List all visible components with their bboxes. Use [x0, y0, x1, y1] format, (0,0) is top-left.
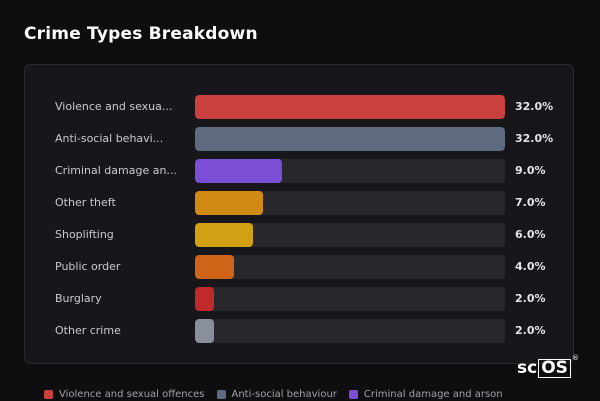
value-label: 2.0% [515, 324, 546, 337]
legend-item[interactable]: Criminal damage and arson [348, 388, 503, 400]
bar-track [195, 223, 505, 247]
bar-track [195, 191, 505, 215]
bar-row[interactable]: Shoplifting 6.0% [25, 223, 575, 247]
value-label: 2.0% [515, 292, 546, 305]
value-label: 6.0% [515, 228, 546, 241]
legend-item[interactable]: Violence and sexual offences [44, 389, 205, 400]
bar [195, 95, 505, 119]
category-label: Shoplifting [55, 228, 114, 241]
category-label: Anti-social behavi... [55, 132, 164, 145]
registered-mark: ® [571, 354, 579, 362]
value-label: 32.0% [515, 100, 554, 113]
chart-legend: Violence and sexual offences Anti-social… [44, 387, 503, 401]
bar [195, 191, 263, 215]
bar [195, 287, 215, 311]
bar-track [195, 255, 505, 279]
legend-swatch [44, 389, 53, 399]
category-label: Other theft [55, 196, 116, 209]
bar [195, 255, 234, 279]
category-label: Burglary [55, 292, 102, 305]
bar [195, 319, 215, 343]
chart-panel: Violence and sexua... 32.0% Anti-social be… [24, 64, 574, 364]
category-label: Public order [55, 260, 121, 273]
legend-swatch [348, 389, 358, 399]
value-label: 7.0% [515, 196, 546, 209]
value-label: 9.0% [515, 164, 546, 177]
page-title: Crime Types Breakdown [24, 24, 258, 44]
bar-row[interactable]: Criminal damage an... 9.0% [25, 159, 575, 183]
bar-row[interactable]: Other crime 2.0% [25, 319, 575, 343]
bar-row[interactable]: Burglary 2.0% [25, 287, 575, 311]
bar [195, 127, 505, 151]
category-label: Criminal damage an... [55, 164, 177, 177]
category-label: Other crime [55, 324, 121, 337]
category-label: Violence and sexua... [55, 100, 173, 113]
legend-swatch [216, 389, 226, 399]
logo-prefix: sc [517, 358, 538, 378]
bar-track [195, 287, 505, 311]
bar-row[interactable]: Other theft 7.0% [25, 191, 575, 215]
legend-label: Criminal damage and arson [363, 388, 503, 400]
bar-track [195, 95, 505, 119]
bar [195, 159, 283, 183]
bar-row[interactable]: Anti-social behavi... 32.0% [25, 127, 575, 151]
bar-track [195, 319, 505, 343]
logo-boxed-text: OS [538, 358, 571, 378]
bar-track [195, 159, 505, 183]
bar [195, 223, 254, 247]
legend-label: Anti-social behaviour [231, 388, 337, 400]
value-label: 32.0% [515, 132, 554, 145]
bar-row[interactable]: Violence and sexua... 32.0% [25, 95, 575, 119]
legend-item[interactable]: Anti-social behaviour [216, 388, 337, 400]
bar-row[interactable]: Public order 4.0% [25, 255, 575, 279]
legend-label: Violence and sexual offences [59, 388, 205, 400]
brand-logo: sc OS ® [517, 354, 579, 378]
bar-track [195, 127, 505, 151]
value-label: 4.0% [515, 260, 546, 273]
